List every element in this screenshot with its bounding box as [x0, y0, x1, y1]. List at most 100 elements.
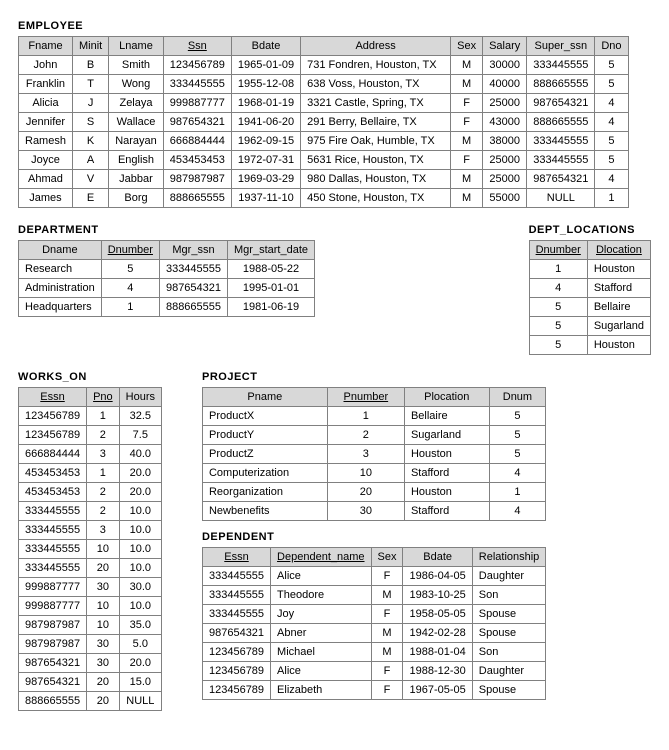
- col-header: Bdate: [231, 37, 300, 56]
- table-cell: 987654321: [19, 673, 87, 692]
- table-row: 333445555210.0: [19, 502, 162, 521]
- table-row: 453453453120.0: [19, 464, 162, 483]
- table-cell: 1969-03-29: [231, 170, 300, 189]
- col-header: Super_ssn: [527, 37, 595, 56]
- table-cell: 3: [87, 445, 120, 464]
- table-cell: 43000: [483, 113, 527, 132]
- table-cell: 30: [87, 654, 120, 673]
- table-cell: 1: [327, 407, 404, 426]
- table-row: 9998877773030.0: [19, 578, 162, 597]
- col-header: Essn: [19, 388, 87, 407]
- col-header: Essn: [202, 548, 270, 567]
- table-cell: ProductY: [202, 426, 327, 445]
- table-cell: 20: [87, 673, 120, 692]
- table-cell: 4: [595, 113, 628, 132]
- table-row: 9998877771010.0: [19, 597, 162, 616]
- table-cell: 1955-12-08: [231, 75, 300, 94]
- table-cell: 123456789: [19, 426, 87, 445]
- table-row: JamesEBorg8886655551937-11-10450 Stone, …: [19, 189, 629, 208]
- table-row: 333445555JoyF1958-05-05Spouse: [202, 605, 545, 624]
- table-cell: 1988-01-04: [403, 643, 472, 662]
- table-cell: 10.0: [119, 521, 161, 540]
- table-cell: 5: [489, 407, 546, 426]
- table-cell: M: [371, 643, 403, 662]
- table-cell: Houston: [404, 445, 489, 464]
- table-cell: Alicia: [19, 94, 73, 113]
- table-cell: 333445555: [202, 586, 270, 605]
- col-header: Dname: [19, 241, 102, 260]
- table-cell: 32.5: [119, 407, 161, 426]
- table-cell: English: [109, 151, 164, 170]
- table-cell: E: [72, 189, 108, 208]
- dept-locations-table: DnumberDlocation1Houston4Stafford5Bellai…: [529, 240, 651, 355]
- table-row: 9876543212015.0: [19, 673, 162, 692]
- table-row: 4Stafford: [529, 279, 650, 298]
- table-cell: 4: [595, 94, 628, 113]
- table-cell: M: [451, 132, 483, 151]
- table-cell: Joy: [271, 605, 371, 624]
- table-cell: 1: [87, 407, 120, 426]
- col-header: Plocation: [404, 388, 489, 407]
- table-cell: 123456789: [202, 643, 270, 662]
- table-cell: 35.0: [119, 616, 161, 635]
- table-cell: 1962-09-15: [231, 132, 300, 151]
- table-cell: 3: [327, 445, 404, 464]
- table-cell: J: [72, 94, 108, 113]
- table-cell: 10.0: [119, 502, 161, 521]
- table-row: Headquarters18886655551981-06-19: [19, 298, 315, 317]
- employee-table: FnameMinitLnameSsnBdateAddressSexSalaryS…: [18, 36, 629, 208]
- dept-locations-title: DEPT_LOCATIONS: [529, 224, 651, 236]
- col-header: Dlocation: [587, 241, 650, 260]
- table-cell: 30: [87, 578, 120, 597]
- table-cell: Ahmad: [19, 170, 73, 189]
- table-cell: Franklin: [19, 75, 73, 94]
- table-cell: M: [371, 624, 403, 643]
- table-row: 5Sugarland: [529, 317, 650, 336]
- table-cell: Reorganization: [202, 483, 327, 502]
- table-row: AhmadVJabbar9879879871969-03-29980 Dalla…: [19, 170, 629, 189]
- table-cell: Bellaire: [404, 407, 489, 426]
- table-cell: 333445555: [527, 132, 595, 151]
- table-cell: 1983-10-25: [403, 586, 472, 605]
- table-cell: 1981-06-19: [228, 298, 315, 317]
- table-cell: 30: [327, 502, 404, 521]
- table-cell: 1: [595, 189, 628, 208]
- table-row: 333445555310.0: [19, 521, 162, 540]
- table-row: 3334455551010.0: [19, 540, 162, 559]
- table-cell: Jabbar: [109, 170, 164, 189]
- table-cell: 453453453: [19, 483, 87, 502]
- table-cell: Son: [472, 586, 546, 605]
- col-header: Address: [301, 37, 451, 56]
- table-cell: Narayan: [109, 132, 164, 151]
- table-cell: 987654321: [527, 94, 595, 113]
- table-cell: F: [371, 605, 403, 624]
- col-header: Relationship: [472, 548, 546, 567]
- table-cell: Houston: [404, 483, 489, 502]
- table-cell: 980 Dallas, Houston, TX: [301, 170, 451, 189]
- table-row: 5Houston: [529, 336, 650, 355]
- table-cell: 1941-06-20: [231, 113, 300, 132]
- table-cell: John: [19, 56, 73, 75]
- col-header: Sex: [371, 548, 403, 567]
- table-cell: 10: [87, 540, 120, 559]
- table-cell: 5: [595, 75, 628, 94]
- table-row: JenniferSWallace9876543211941-06-20291 B…: [19, 113, 629, 132]
- table-cell: 5: [529, 298, 587, 317]
- table-cell: 15.0: [119, 673, 161, 692]
- table-row: Computerization10Stafford4: [202, 464, 545, 483]
- col-header: Dnumber: [101, 241, 159, 260]
- col-header: Fname: [19, 37, 73, 56]
- col-header: Mgr_ssn: [159, 241, 227, 260]
- col-header: Sex: [451, 37, 483, 56]
- table-cell: M: [451, 75, 483, 94]
- table-cell: 987987987: [19, 616, 87, 635]
- table-cell: 123456789: [163, 56, 231, 75]
- table-cell: 40000: [483, 75, 527, 94]
- table-cell: S: [72, 113, 108, 132]
- table-row: 12345678927.5: [19, 426, 162, 445]
- table-cell: 1: [489, 483, 546, 502]
- table-cell: 1967-05-05: [403, 681, 472, 700]
- table-cell: Computerization: [202, 464, 327, 483]
- dependent-table: EssnDependent_nameSexBdateRelationship33…: [202, 547, 546, 700]
- table-cell: M: [371, 586, 403, 605]
